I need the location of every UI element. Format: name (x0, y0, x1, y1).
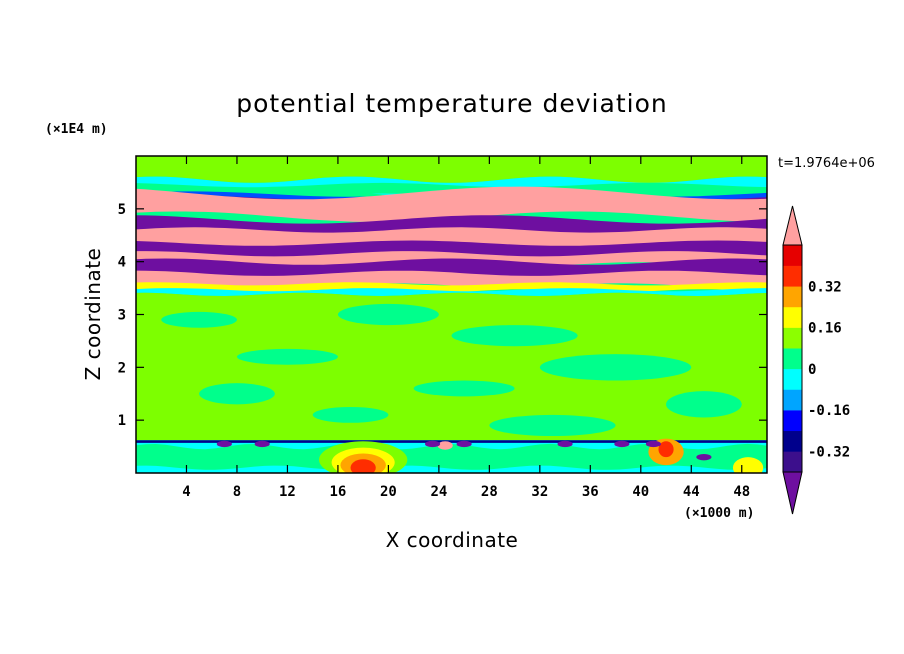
colorbar-swatch (783, 265, 802, 287)
contour-field (136, 156, 767, 473)
colorbar: 0.32 0.16 0 -0.16 -0.32 (782, 205, 850, 515)
mid-aqua-patch (337, 303, 439, 326)
colorbar-swatch (783, 451, 802, 473)
layer-top-green (136, 156, 767, 183)
x-tick-label: 40 (632, 484, 649, 500)
mid-aqua-patch (666, 391, 742, 418)
colorbar-label: -0.16 (808, 403, 850, 419)
x-tick-label: 12 (279, 484, 296, 500)
y-axis: 1 2 3 4 5 (118, 202, 767, 429)
x-tick-label: 48 (733, 484, 750, 500)
x-tick-label: 32 (531, 484, 548, 500)
x-tick-label: 4 (182, 484, 190, 500)
colorbar-swatch (783, 430, 802, 452)
mid-aqua-patch (312, 406, 389, 423)
surface-cold-pocket (557, 440, 573, 448)
x-tick-label: 8 (233, 484, 241, 500)
colorbar-swatch (783, 410, 802, 432)
y-tick-label: 1 (118, 413, 126, 429)
colorbar-label: 0 (808, 362, 816, 378)
colorbar-over-triangle (782, 205, 803, 246)
colorbar-frame (782, 244, 803, 473)
layer-pink-4 (136, 270, 767, 288)
y-tick-label: 4 (118, 255, 126, 271)
time-label: t=1.9764e+06 (778, 156, 875, 171)
mid-aqua-patch (236, 348, 338, 365)
mid-aqua-patch (539, 354, 692, 381)
x-axis: 4 8 12 16 20 24 28 32 36 40 44 48 (182, 156, 750, 500)
colorbar-swatch (783, 306, 802, 328)
mid-aqua-patch (489, 414, 616, 437)
layer-pink-1 (136, 186, 767, 222)
surface-cold-pocket (696, 453, 712, 461)
surface-core-pink (437, 441, 453, 450)
x-tick-label: 28 (481, 484, 498, 500)
surface-navy-line (136, 440, 767, 443)
colorbar-swatch (783, 348, 802, 370)
x-axis-title: X coordinate (386, 528, 519, 552)
x-tick-label: 36 (582, 484, 599, 500)
surface-core-red (658, 441, 674, 458)
layer-mid-green (136, 292, 767, 441)
y-unit-label: (×1E4 m) (45, 122, 108, 137)
mid-aqua-patch (413, 380, 515, 397)
colorbar-swatch (783, 368, 802, 390)
colorbar-swatch (783, 327, 802, 349)
surface-cold-pocket (614, 440, 630, 448)
surface-cold-pocket (216, 440, 232, 448)
x-tick-label: 20 (380, 484, 397, 500)
x-tick-label: 24 (430, 484, 447, 500)
mid-aqua-patch (451, 325, 578, 347)
y-axis-title: Z coordinate (81, 248, 105, 381)
chart-title: potential temperature deviation (236, 89, 667, 118)
y-tick-label: 2 (118, 360, 126, 376)
colorbar-label: 0.16 (808, 321, 842, 337)
colorbar-swatch (783, 389, 802, 411)
colorbar-swatch (783, 286, 802, 308)
layer-surface-aqua (136, 443, 767, 470)
colorbar-label: 0.32 (808, 279, 842, 295)
layer-pink-2 (136, 227, 767, 249)
surface-cold-pocket (424, 440, 441, 448)
y-tick-label: 3 (118, 308, 126, 324)
mid-aqua-patch (199, 383, 275, 405)
x-tick-label: 44 (683, 484, 700, 500)
surface-core-yellow (732, 457, 764, 473)
colorbar-swatch (783, 245, 802, 266)
surface-cold-pocket (254, 440, 270, 448)
mid-aqua-patch (161, 311, 237, 328)
x-tick-label: 16 (329, 484, 346, 500)
surface-cold-pocket (645, 440, 661, 448)
layer-cyan-mid (136, 288, 767, 296)
colorbar-under-triangle (782, 471, 803, 515)
colorbar-label: -0.32 (808, 444, 850, 460)
surface-core-red (350, 459, 376, 473)
surface-cold-pocket (456, 440, 472, 448)
x-unit-label: (×1000 m) (684, 506, 754, 521)
y-tick-label: 5 (118, 202, 126, 218)
